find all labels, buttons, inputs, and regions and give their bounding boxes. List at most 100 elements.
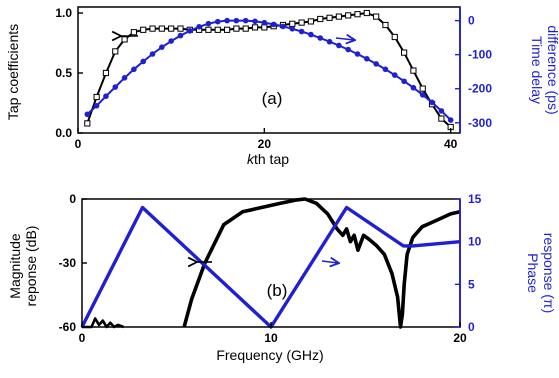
panel-a-time-delay-point <box>345 46 351 53</box>
panel-a-tap-coefficient-point <box>298 19 305 26</box>
panel-b-right-axis-arrow <box>321 261 338 263</box>
panel-a-tap-coefficient-point <box>391 33 398 41</box>
panel-b-right-y-axis-label-line1: Phase <box>525 253 541 293</box>
panel-a-y-tick-label: 1.0 <box>55 6 72 20</box>
panel-b-x-tick-label: 10 <box>264 331 278 345</box>
panel-a-time-delay-point <box>233 17 240 24</box>
panel-b-label: (b) <box>267 281 288 300</box>
panel-a-time-delay-point <box>326 38 333 45</box>
panel-a-tap-coefficient-point <box>317 15 324 23</box>
panel-a-time-delay-point <box>261 19 268 26</box>
panel-a-time-delay-point <box>447 117 454 123</box>
panel-a-tap-coefficient-point <box>102 69 110 77</box>
panel-a-time-delay-point <box>168 38 174 44</box>
panel-a-time-delay-point <box>159 44 165 50</box>
panel-a-tap-coefficient-point <box>261 24 268 31</box>
panel-a-x-axis-label-k: k <box>247 151 255 167</box>
panel-a-time-delay-point <box>280 23 286 30</box>
panel-a-time-delay-point <box>205 20 212 27</box>
panel-b-magnitude-line <box>182 197 461 329</box>
panel-a-time-delay-point <box>429 99 435 106</box>
panel-a-time-delay-point <box>373 61 379 67</box>
panel-a-x-axis-label: kth tap <box>247 151 289 167</box>
panel-a-y-tick-label: 0.0 <box>55 126 72 140</box>
panel-a-tap-coefficient-point <box>363 9 370 17</box>
panel-b-y-axis-label-line1: Magnitude <box>7 233 23 299</box>
panel-a-x-tick-label: 20 <box>258 137 272 151</box>
panel-a-tap-coefficient-point <box>307 18 315 25</box>
panel-a-tap-coefficient-line <box>86 11 452 128</box>
panel-a-right-y-tick-label: -300 <box>468 116 492 130</box>
panel-a-time-delay-point <box>270 21 277 28</box>
panel-a-time-delay-point <box>354 51 361 57</box>
panel-a-tap-coefficient-point <box>242 25 249 32</box>
panel-a-right-y-axis-label-line2: difference (ps) <box>545 25 559 114</box>
panel-b-x-tick-label: 20 <box>453 331 467 345</box>
panel-a-x-tick-label: 40 <box>444 137 458 151</box>
panel-a-time-delay-point <box>252 18 258 25</box>
panel-a-tap-coefficient-point <box>214 26 221 33</box>
panel-b-right-y-axis-label-line2: response (π) <box>541 233 557 313</box>
panel-a-tap-coefficient-point <box>400 49 408 56</box>
panel-a-time-delay-point <box>308 31 314 38</box>
panel-b-phase-line <box>80 205 461 329</box>
panel-a-tap-coefficient-point <box>438 115 445 122</box>
panel-a-time-delay-line <box>86 19 452 121</box>
panel-a-tap-coefficient-point <box>419 85 426 92</box>
panel-a-time-delay-point <box>84 111 91 118</box>
panel-a-tap-coefficient-point <box>354 11 361 18</box>
panel-a-time-delay-point <box>317 35 324 41</box>
panel-b-y-tick-label: -60 <box>59 320 77 334</box>
panel-a-time-delay-point <box>140 58 147 65</box>
panel-a-time-delay-point <box>438 108 445 114</box>
panel-a-tap-coefficient-point <box>112 48 119 55</box>
panel-a-time-delay-point <box>224 17 230 24</box>
panel-a-right-y-tick-label: -100 <box>468 48 492 62</box>
panel-a-tap-coefficient-point <box>223 26 231 33</box>
panel-a-time-delay-point <box>382 66 389 73</box>
panel-a-time-delay-point <box>121 75 128 81</box>
panel-a-y-axis-label: Tap coefficients <box>5 24 21 120</box>
panel-a-x-axis-label-rest: th tap <box>254 151 289 167</box>
panel-a-tap-coefficient-point <box>335 13 342 20</box>
panel-b-y-axis-label-line2: reponse (dB) <box>23 226 39 307</box>
panel-a-tap-coefficient-point <box>289 20 296 27</box>
panel-b-x-axis-label: Frequency (GHz) <box>216 347 323 363</box>
panel-a-time-delay-point <box>112 84 119 90</box>
panel-a-time-delay-point <box>177 32 184 39</box>
panel-a-right-y-axis-label-line1: Time delay <box>529 36 545 104</box>
panel-a-tap-coefficient-point <box>233 25 240 32</box>
panel-a-right-y-tick-label: 0 <box>468 14 475 28</box>
panel-a-time-delay-point <box>298 28 305 35</box>
panel-a-time-delay-point <box>289 25 296 32</box>
panel-a-tap-coefficient-point <box>158 25 165 32</box>
panel-a-tap-coefficient-point <box>130 29 138 36</box>
panel-a-right-y-tick-label: -200 <box>468 82 492 96</box>
panel-a-time-delay-point <box>242 17 249 24</box>
panel-a-tap-coefficient-point <box>177 25 184 32</box>
panel-a-time-delay-point <box>401 78 407 85</box>
panel-a-tap-coefficient-point <box>410 67 417 74</box>
panel-a-tap-coefficient-point <box>345 12 352 19</box>
panel-a-time-delay-point <box>391 72 398 78</box>
panel-a-time-delay-point <box>131 66 137 73</box>
panel-a-time-delay-point <box>364 55 370 62</box>
panel-a-time-delay-point <box>187 28 193 34</box>
panel-a-tap-coefficient-point <box>326 14 333 21</box>
panel-a-time-delay-point <box>419 92 426 98</box>
panel-a: 0 20 400.00.51.00-100-200-300 (a) kth tap … <box>5 6 559 167</box>
panel-a-tap-coefficient-point <box>140 26 147 33</box>
panel-a-time-delay-point <box>149 51 156 57</box>
panel-b-right-y-tick-label: 0 <box>468 320 475 334</box>
panel-b-x-tick-label: 0 <box>79 331 86 345</box>
panel-b-right-y-tick-label: 15 <box>468 192 482 206</box>
panel-a-tap-coefficient-point <box>121 36 128 43</box>
panel-b-magnitude-noise-line <box>82 317 125 329</box>
panel-a-tap-coefficient-point <box>84 120 91 127</box>
panel-b-y-tick-label: -30 <box>59 256 77 270</box>
panel-a-time-delay-point <box>93 102 100 109</box>
panel-a-time-delay-point <box>196 23 202 30</box>
panel-a-tap-coefficient-point <box>93 93 100 101</box>
